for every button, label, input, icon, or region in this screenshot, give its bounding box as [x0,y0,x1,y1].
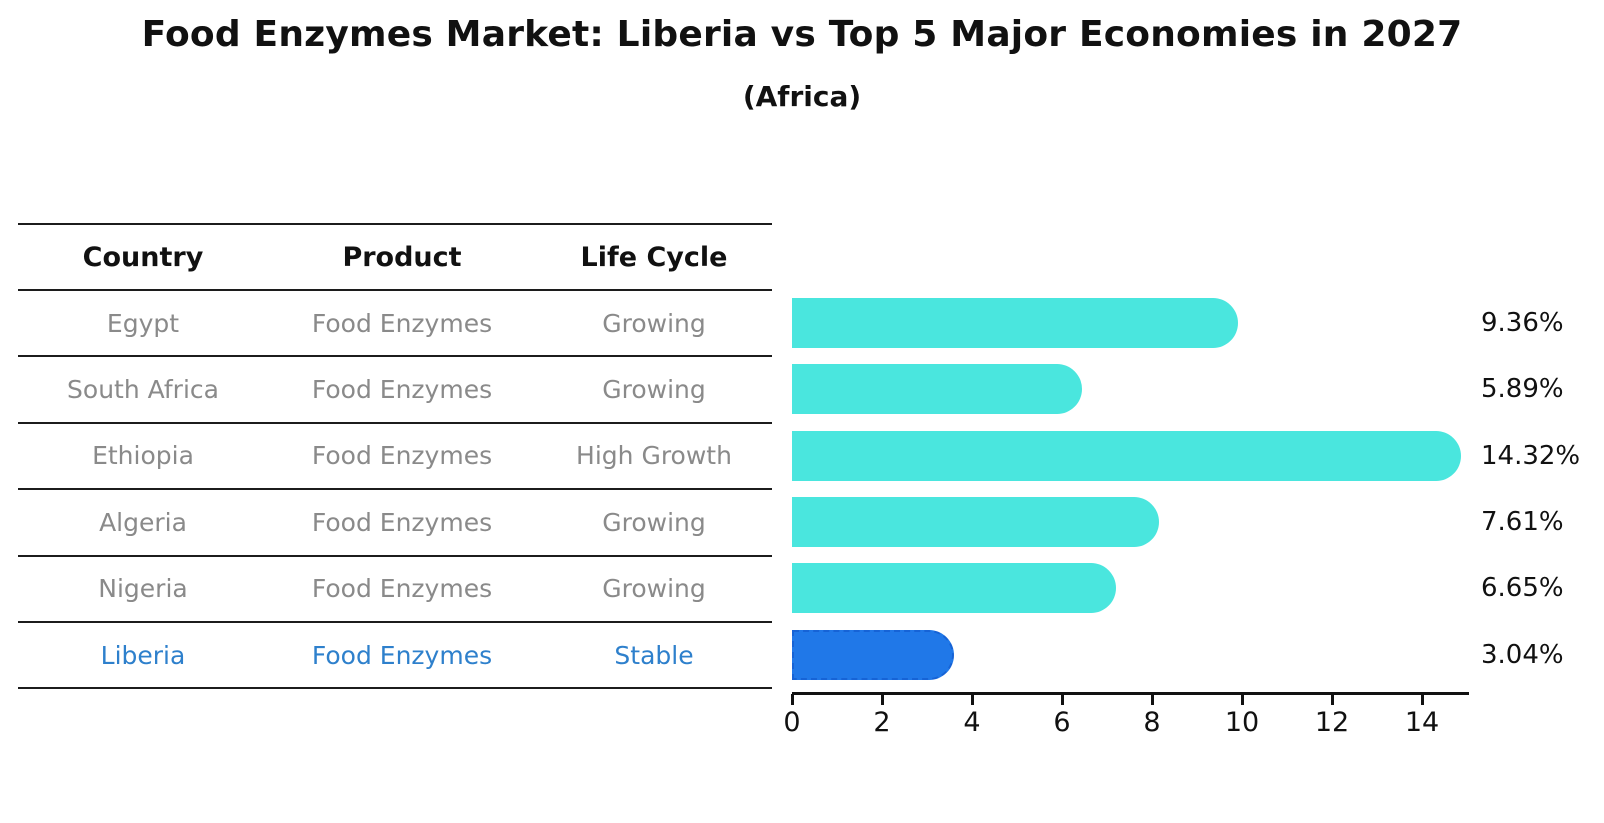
value-label-egypt: 9.36% [1481,307,1564,338]
chart-title: Food Enzymes Market: Liberia vs Top 5 Ma… [141,14,1463,55]
x-tick-label-14: 14 [1404,707,1440,738]
bar-ethiopia [792,430,1462,481]
table-row-south-africa: South Africa Food Enzymes Growing [18,357,772,424]
product-cell: Food Enzymes [311,574,493,604]
x-tick-mark-8 [1150,694,1154,705]
x-tick-mark-4 [970,694,974,705]
lifecycle-cell: Stable [614,640,694,670]
value-label-ethiopia: 14.32% [1481,440,1581,471]
table-row-nigeria: Nigeria Food Enzymes Growing [18,557,772,623]
col-header-country: Country [82,241,204,273]
country-cell: Egypt [106,308,180,338]
bar-egypt [792,297,1239,348]
x-tick-label-8: 8 [1143,707,1161,738]
x-tick-label-4: 4 [963,707,981,738]
value-label-algeria: 7.61% [1481,506,1564,537]
table-row-algeria: Algeria Food Enzymes Growing [18,490,772,557]
x-tick-label-0: 0 [783,707,801,738]
table-row-egypt: Egypt Food Enzymes Growing [18,291,772,358]
product-cell: Food Enzymes [311,640,493,670]
table-body: Egypt Food Enzymes Growing South Africa Food… [18,291,772,690]
x-tick-mark-10 [1240,694,1244,705]
bar-algeria [792,496,1160,547]
country-cell: Ethiopia [92,441,194,471]
x-tick-label-6: 6 [1053,707,1071,738]
x-tick-mark-12 [1330,694,1334,705]
country-cell: South Africa [67,375,219,405]
chart-subtitle: (Africa) [742,80,862,113]
product-cell: Food Enzymes [311,507,493,537]
bar-liberia [792,629,954,680]
lifecycle-cell: High Growth [576,441,732,471]
x-tick-label-12: 12 [1314,707,1350,738]
x-tick-label-10: 10 [1224,707,1260,738]
x-axis-line [792,692,1469,695]
table-row-ethiopia: Ethiopia Food Enzymes High Growth [18,424,772,491]
x-tick-mark-2 [880,694,884,705]
x-tick-mark-0 [790,694,794,705]
value-label-south-africa: 5.89% [1481,374,1564,405]
bar-south-africa [792,364,1083,415]
country-cell: Liberia [100,640,186,670]
col-header-product: Product [342,241,462,273]
lifecycle-cell: Growing [602,308,706,338]
value-label-nigeria: 6.65% [1481,573,1564,604]
table-header-row: Country Product Life Cycle [18,225,772,291]
country-table: Country Product Life Cycle Egypt Food Enz… [18,223,772,690]
lifecycle-cell: Growing [602,375,706,405]
product-cell: Food Enzymes [311,375,493,405]
lifecycle-cell: Growing [602,574,706,604]
bar-nigeria [792,563,1117,614]
table-row-liberia: Liberia Food Enzymes Stable [18,623,772,690]
product-cell: Food Enzymes [311,441,493,471]
x-tick-label-2: 2 [873,707,891,738]
lifecycle-cell: Growing [602,507,706,537]
product-cell: Food Enzymes [311,308,493,338]
x-tick-mark-14 [1420,694,1424,705]
country-cell: Algeria [99,507,187,537]
col-header-lifecycle: Life Cycle [580,241,728,273]
value-label-liberia: 3.04% [1481,639,1564,670]
country-cell: Nigeria [98,574,188,604]
x-tick-mark-6 [1060,694,1064,705]
